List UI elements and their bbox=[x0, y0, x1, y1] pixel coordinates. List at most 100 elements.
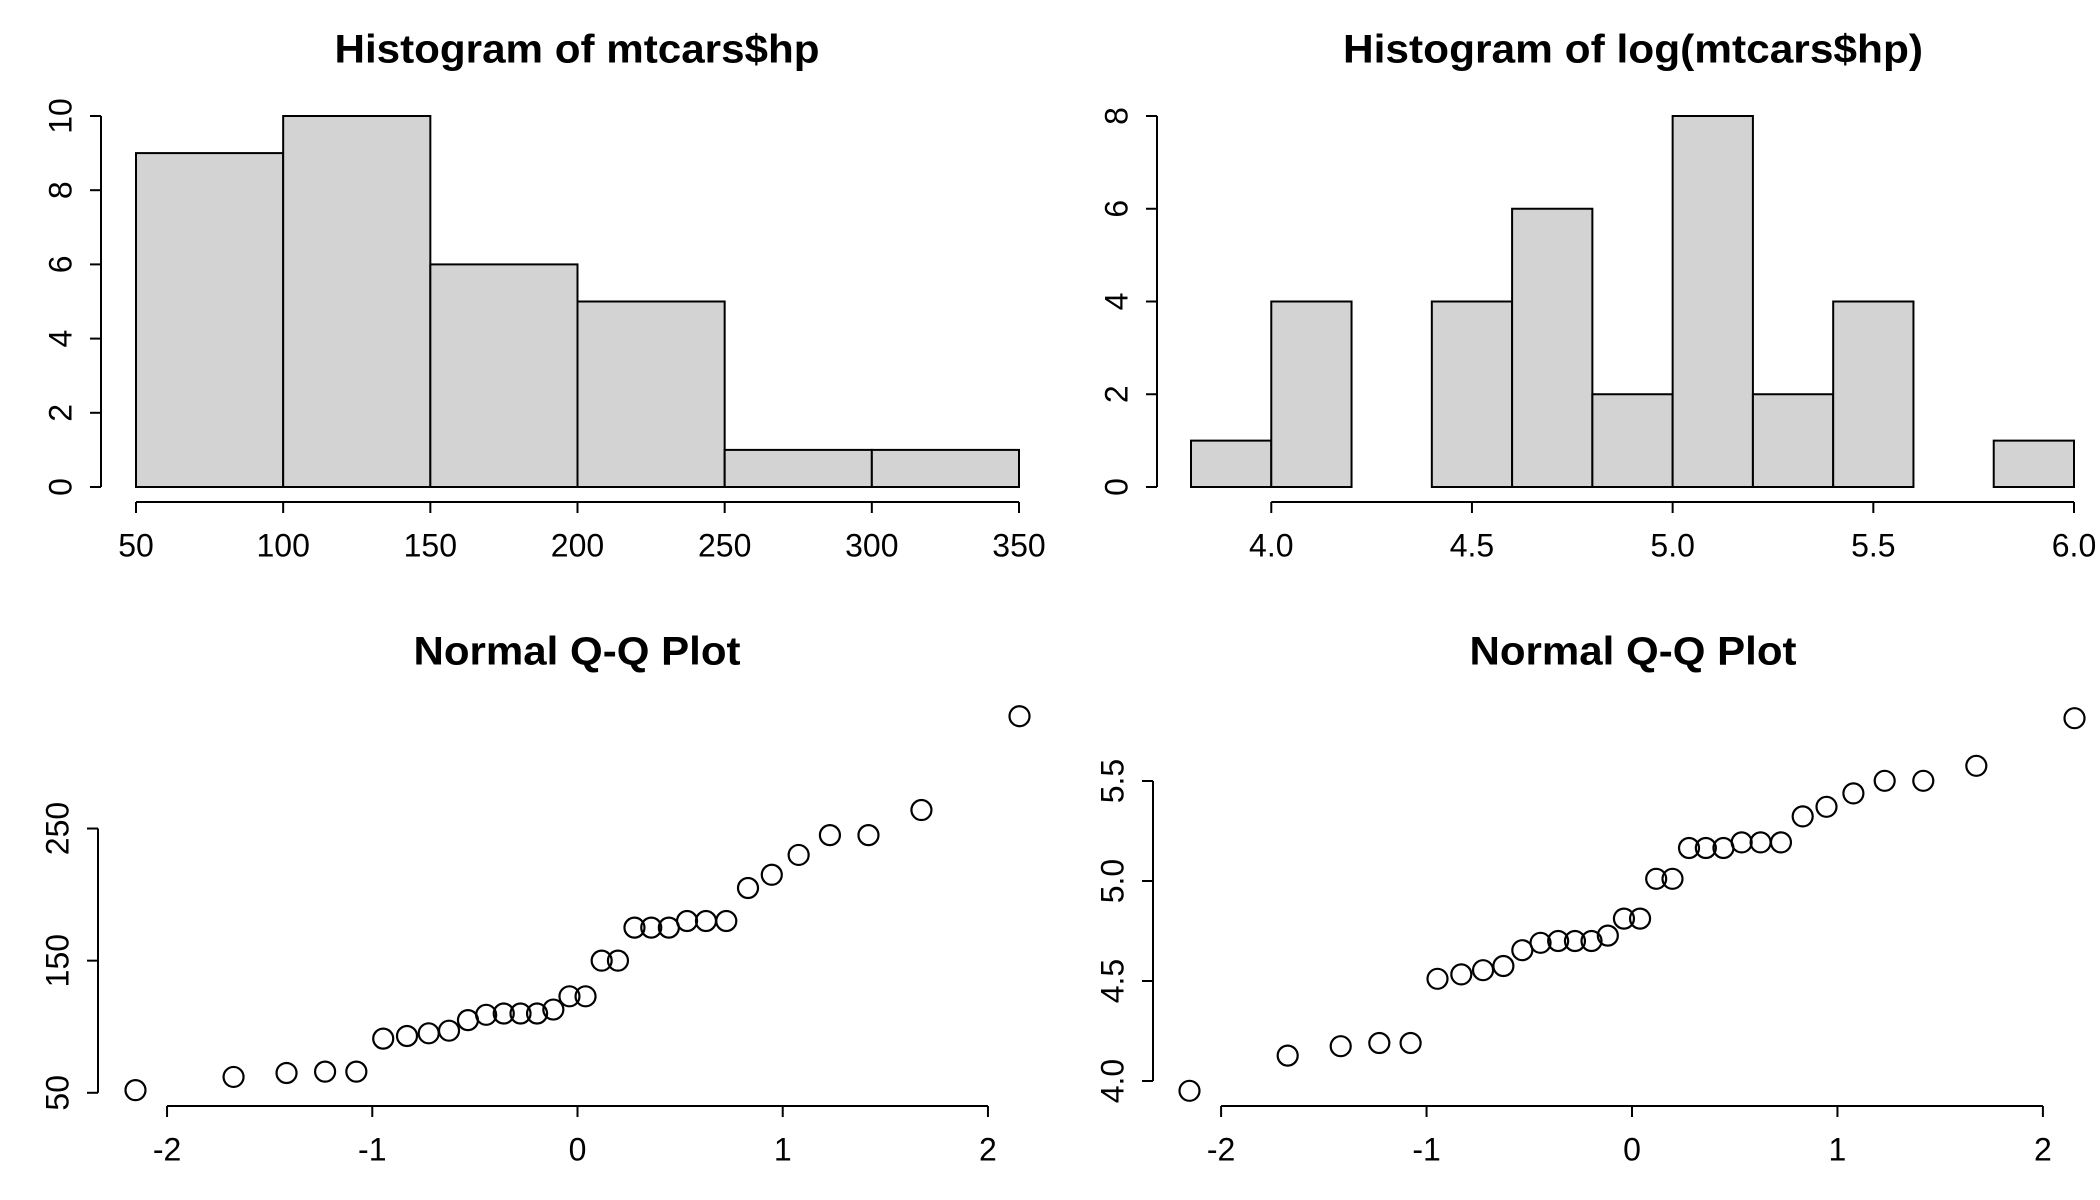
y-tick-label: 4 bbox=[42, 330, 78, 348]
point bbox=[623, 916, 646, 939]
x-tick-label: 350 bbox=[992, 527, 1045, 563]
bar bbox=[1511, 207, 1594, 488]
point bbox=[1276, 1044, 1299, 1067]
x-tick-label: 250 bbox=[698, 527, 751, 563]
point bbox=[818, 824, 842, 847]
bar bbox=[1671, 115, 1754, 488]
point bbox=[456, 1009, 480, 1032]
bar bbox=[282, 115, 432, 488]
chart-title: Normal Q-Q Plot bbox=[414, 630, 741, 674]
point bbox=[558, 985, 581, 1008]
y-tick-label: 6 bbox=[1098, 200, 1134, 218]
point bbox=[222, 1065, 245, 1089]
bar bbox=[1270, 300, 1353, 488]
point bbox=[1769, 831, 1793, 854]
y-tick-label: 8 bbox=[1098, 107, 1134, 125]
point bbox=[417, 1022, 440, 1045]
x-tick-label: 1 bbox=[774, 1131, 792, 1167]
point bbox=[313, 1060, 337, 1083]
point bbox=[475, 1003, 498, 1026]
x-tick-label: 4.5 bbox=[1450, 527, 1494, 563]
y-tick-label: 2 bbox=[42, 404, 78, 422]
point bbox=[275, 1061, 298, 1085]
point bbox=[1628, 907, 1652, 930]
point bbox=[1580, 929, 1603, 953]
chart-title: Histogram of mtcars$hp bbox=[335, 28, 820, 72]
y-tick-label: 150 bbox=[39, 934, 75, 987]
point bbox=[509, 1002, 532, 1025]
x-tick-label: 50 bbox=[118, 527, 154, 563]
point bbox=[1563, 929, 1587, 953]
point bbox=[1694, 836, 1717, 860]
y-tick-label: 8 bbox=[42, 181, 78, 199]
point bbox=[640, 916, 663, 939]
point bbox=[787, 843, 810, 867]
point bbox=[1547, 929, 1570, 953]
bar bbox=[429, 263, 579, 488]
x-tick-label: 2 bbox=[2034, 1131, 2052, 1167]
y-tick-label: 50 bbox=[39, 1075, 75, 1111]
point bbox=[395, 1024, 419, 1048]
bar bbox=[576, 300, 726, 488]
point bbox=[1450, 963, 1473, 986]
point bbox=[1730, 831, 1753, 854]
point bbox=[124, 1079, 147, 1102]
point bbox=[1842, 782, 1865, 805]
point bbox=[1749, 831, 1772, 854]
x-tick-label: 6.0 bbox=[2052, 527, 2096, 563]
point bbox=[372, 1027, 395, 1050]
y-tick-label: 6 bbox=[42, 256, 78, 274]
x-tick-label: -2 bbox=[1207, 1131, 1235, 1167]
point bbox=[2063, 707, 2086, 730]
point bbox=[1677, 836, 1701, 860]
bar bbox=[1190, 439, 1273, 488]
bar bbox=[1430, 300, 1514, 488]
y-tick-label: 4.5 bbox=[1094, 959, 1130, 1003]
bar bbox=[1992, 439, 2076, 488]
point bbox=[1965, 754, 1988, 777]
point bbox=[1492, 954, 1515, 978]
point bbox=[1529, 931, 1552, 954]
point bbox=[715, 909, 738, 933]
point bbox=[1329, 1035, 1352, 1058]
point bbox=[1426, 967, 1449, 990]
bar bbox=[870, 448, 1020, 488]
point bbox=[675, 909, 699, 933]
point bbox=[857, 824, 880, 847]
point bbox=[1612, 907, 1636, 930]
bar bbox=[1751, 393, 1835, 488]
point bbox=[1791, 805, 1814, 828]
x-tick-label: 5.0 bbox=[1650, 527, 1694, 563]
point bbox=[1596, 924, 1619, 947]
y-tick-label: 10 bbox=[42, 98, 78, 134]
x-tick-label: 100 bbox=[256, 527, 309, 563]
point bbox=[492, 1002, 515, 1025]
x-tick-label: 300 bbox=[845, 527, 898, 563]
point bbox=[1368, 1031, 1391, 1055]
point bbox=[345, 1060, 368, 1083]
x-tick-label: 1 bbox=[1829, 1131, 1847, 1167]
y-tick-label: 5.0 bbox=[1094, 859, 1130, 903]
x-tick-label: 0 bbox=[1623, 1131, 1641, 1167]
point bbox=[760, 863, 783, 886]
x-tick-label: 200 bbox=[551, 527, 604, 563]
point bbox=[1645, 867, 1668, 890]
point bbox=[606, 949, 630, 972]
point bbox=[590, 949, 613, 972]
point bbox=[1471, 959, 1495, 982]
point bbox=[1178, 1079, 1201, 1102]
point bbox=[1873, 769, 1896, 792]
point bbox=[1399, 1031, 1422, 1055]
point bbox=[910, 798, 933, 822]
bar bbox=[1591, 393, 1674, 488]
x-tick-label: 0 bbox=[569, 1131, 587, 1167]
y-tick-label: 5.5 bbox=[1094, 759, 1130, 803]
x-tick-label: -1 bbox=[358, 1131, 386, 1167]
chart-title: Normal Q-Q Plot bbox=[1470, 630, 1797, 674]
point bbox=[437, 1019, 461, 1042]
point bbox=[1511, 939, 1534, 962]
bar bbox=[135, 152, 285, 488]
bar bbox=[723, 448, 873, 488]
